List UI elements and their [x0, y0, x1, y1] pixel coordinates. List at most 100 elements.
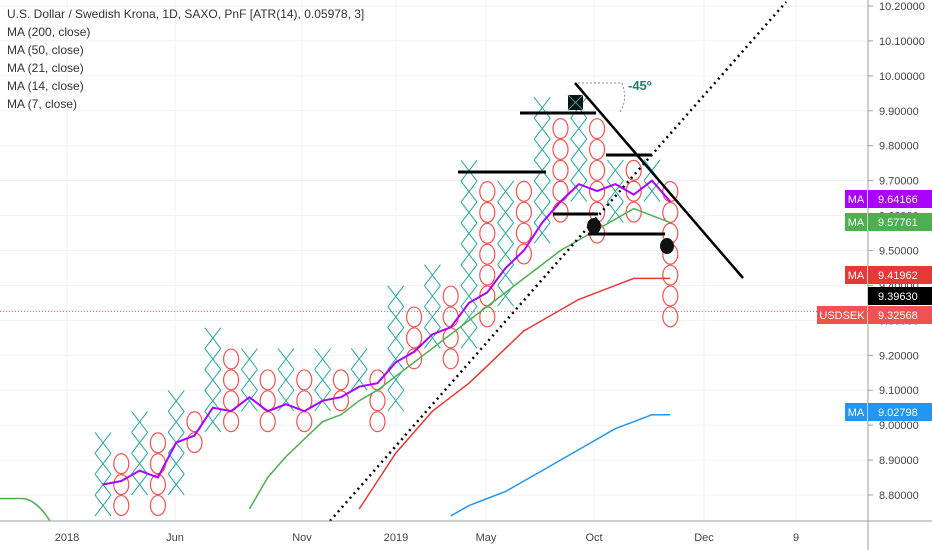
x-column [533, 97, 551, 244]
x-column [460, 160, 478, 349]
o-box [552, 201, 569, 223]
o-column [296, 369, 313, 433]
user-drawings: -45º [0, 1, 868, 522]
y-tick-label: 8.80000 [879, 490, 919, 502]
o-box [479, 222, 496, 244]
x-box [387, 327, 405, 349]
o-box [223, 348, 240, 370]
o-box [479, 181, 496, 203]
y-tick-label: 9.10000 [879, 385, 919, 397]
ma21-line [358, 277, 671, 510]
price-tags: MA 9.64166 MA 9.57761 MA 9.41962 9.39630 USDSEK… [817, 190, 932, 421]
x-box [350, 348, 368, 370]
price-tag-prefix: MA [848, 194, 865, 206]
x-box [241, 369, 258, 391]
o-column [515, 180, 533, 265]
o-box [149, 453, 166, 475]
x-box [167, 390, 185, 412]
x-box [533, 222, 551, 244]
o-box [406, 327, 423, 349]
o-box [552, 159, 569, 181]
o-box [515, 222, 533, 244]
legend-ma200: MA (200, close) [7, 25, 91, 39]
x-box [94, 473, 112, 496]
x-box [387, 306, 405, 328]
x-box [131, 452, 148, 475]
x-tick-label: 9 [793, 532, 799, 544]
o-box [186, 432, 203, 454]
x-tick-label: May [476, 532, 497, 544]
o-box [662, 306, 679, 328]
y-tick-label: 8.90000 [879, 455, 919, 467]
ma50-line [450, 413, 671, 517]
o-box [625, 159, 642, 181]
x-box [460, 180, 478, 203]
price-tag-value-box [868, 266, 932, 284]
chart-legend: U.S. Dollar / Swedish Krona, 1D, SAXO, P… [7, 5, 364, 113]
o-column [406, 306, 423, 370]
price-tag: MA 9.41962 [845, 266, 932, 284]
legend-ma14: MA (14, close) [7, 79, 84, 93]
x-box [387, 348, 405, 370]
x-tick-label: 2019 [384, 532, 408, 544]
y-tick-label: 9.00000 [879, 420, 919, 432]
price-tag-prefix: MA [848, 407, 865, 419]
x-box [460, 222, 478, 245]
x-column [607, 159, 624, 223]
price-tag-value-box [868, 190, 932, 208]
x-tick-label: Nov [292, 532, 312, 544]
x-box [497, 243, 514, 265]
x-column [387, 285, 405, 412]
x-box [607, 180, 624, 202]
o-box [369, 411, 386, 433]
price-tag: USDSEK 9.32568 [817, 306, 932, 324]
moving-average-lines [0, 179, 672, 522]
x-box [94, 452, 112, 475]
o-box [149, 474, 166, 496]
o-box [552, 138, 569, 160]
x-box [533, 138, 551, 161]
legend-title: U.S. Dollar / Swedish Krona, 1D, SAXO, P… [7, 7, 365, 21]
o-column [149, 432, 166, 517]
o-box [442, 285, 459, 307]
x-box [424, 264, 441, 286]
x-box [241, 348, 258, 370]
x-box [460, 201, 478, 224]
time-axis[interactable]: 2018 Jun Nov 2019 May Oct Dec 9 [0, 520, 932, 544]
x-box [314, 369, 331, 391]
o-column [332, 369, 349, 412]
price-tag: 9.39630 [868, 287, 932, 305]
x-box [131, 473, 148, 496]
x-tick-label: Oct [585, 532, 602, 544]
x-box [533, 97, 551, 119]
y-tick-label: 9.80000 [879, 141, 919, 153]
angle-label: -45º [628, 78, 652, 93]
legend-ma21: MA (21, close) [7, 61, 84, 75]
black-o-marker [587, 218, 601, 234]
o-box [588, 159, 606, 181]
price-tag-value: 9.32568 [878, 310, 918, 322]
o-box [259, 411, 276, 433]
x-box [497, 180, 514, 203]
o-box [332, 369, 349, 391]
x-box [570, 159, 588, 181]
o-box [479, 243, 496, 265]
price-tag-prefix: MA [848, 270, 865, 282]
legend-ma7: MA (7, close) [7, 97, 78, 111]
x-box [94, 432, 112, 454]
price-tag-prefix-box [817, 306, 867, 324]
o-box [588, 180, 606, 202]
x-box [533, 180, 551, 203]
x-column [277, 348, 295, 412]
x-box [460, 285, 478, 307]
o-box [332, 390, 349, 412]
x-box [424, 306, 441, 328]
x-box [533, 117, 551, 140]
x-box [167, 473, 185, 496]
x-tick-label: Jun [166, 532, 184, 544]
x-box [314, 348, 331, 370]
o-box [406, 348, 423, 370]
o-box [113, 474, 130, 496]
x-tick-label: Dec [694, 532, 714, 544]
